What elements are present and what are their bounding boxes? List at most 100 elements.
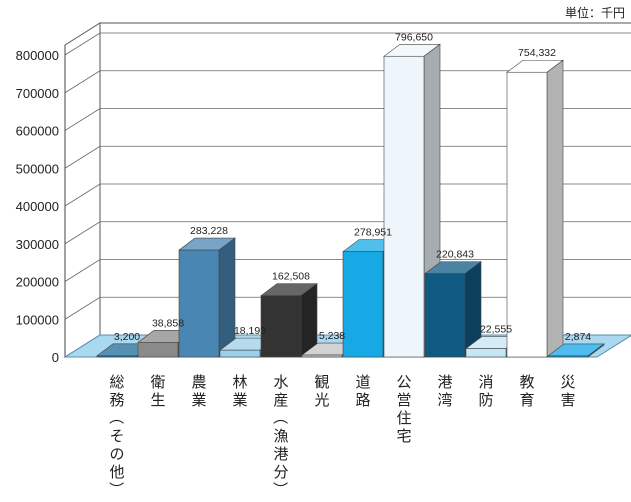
gridline xyxy=(64,70,631,94)
value-label: 796,650 xyxy=(395,31,433,43)
category-char: 営 xyxy=(396,392,411,409)
category-label: 港湾 xyxy=(437,374,452,409)
category-char: （ xyxy=(107,409,124,424)
category-char: （ xyxy=(271,409,288,424)
category-char: 業 xyxy=(191,392,206,409)
bar-front xyxy=(219,349,261,358)
value-label: 278,951 xyxy=(354,227,392,239)
bar xyxy=(424,261,482,358)
bar-front xyxy=(465,348,507,358)
bar-side xyxy=(546,59,564,358)
bar-front xyxy=(96,355,138,358)
value-label: 22,555 xyxy=(480,323,512,335)
category-label: 観光 xyxy=(314,374,329,409)
y-tick-label: 600000 xyxy=(16,124,59,139)
category-char: の xyxy=(109,446,124,463)
category-label: 水産（ 漁港分） xyxy=(271,374,289,497)
category-char: 業 xyxy=(232,392,247,409)
value-label: 283,228 xyxy=(190,225,228,237)
bars xyxy=(96,43,605,358)
category-char: 公 xyxy=(396,374,411,391)
category-char: 他 xyxy=(109,464,124,481)
gridline xyxy=(64,183,631,207)
value-label: 38,858 xyxy=(152,317,184,329)
category-char: 湾 xyxy=(437,392,452,409)
value-label: 220,843 xyxy=(436,249,474,261)
category-char: 光 xyxy=(314,392,329,409)
category-label: 災害 xyxy=(560,374,575,409)
category-char: そ xyxy=(109,428,124,445)
gridline xyxy=(64,259,631,282)
bar-front xyxy=(547,355,589,358)
value-label: 18,193 xyxy=(234,325,266,337)
category-char: 漁 xyxy=(273,428,288,445)
bar xyxy=(547,343,605,358)
category-char: 防 xyxy=(478,392,493,409)
y-tick-label: 100000 xyxy=(16,312,59,327)
category-char: 観 xyxy=(314,374,329,391)
y-tick-label: 300000 xyxy=(16,237,59,252)
category-label: 林業 xyxy=(232,374,247,409)
value-label: 2,874 xyxy=(565,331,591,343)
category-char: 林 xyxy=(232,374,247,391)
value-label: 162,508 xyxy=(272,271,310,283)
category-char: 総 xyxy=(109,374,124,391)
category-label: 教育 xyxy=(519,374,534,409)
category-char: 港 xyxy=(437,374,452,391)
bar-front xyxy=(506,71,548,358)
category-char: 港 xyxy=(273,446,288,463)
value-label: 3,200 xyxy=(114,331,140,343)
category-char: 分 xyxy=(273,464,288,481)
y-tick-label: 400000 xyxy=(16,199,59,214)
gridline xyxy=(64,32,631,56)
category-char: 産 xyxy=(273,392,288,409)
y-tick-label: 700000 xyxy=(16,86,59,101)
value-label: 754,332 xyxy=(518,47,556,59)
category-char: 教 xyxy=(519,374,534,391)
bar xyxy=(260,283,318,358)
gridline xyxy=(64,221,631,245)
bar xyxy=(506,59,564,358)
category-char: 消 xyxy=(478,374,493,391)
y-tick-label: 500000 xyxy=(16,161,59,176)
value-label: 5,238 xyxy=(319,330,345,342)
bar-front xyxy=(342,251,384,358)
bar xyxy=(178,237,236,358)
bar-side xyxy=(218,237,236,358)
bar-front xyxy=(178,249,220,358)
bar-front xyxy=(260,295,302,358)
category-char: 衛 xyxy=(150,374,165,391)
gridline xyxy=(64,108,631,131)
bar-front xyxy=(301,354,343,358)
side-wall xyxy=(64,22,101,358)
bar-front xyxy=(424,273,466,358)
category-char: 路 xyxy=(355,392,370,409)
bar-front xyxy=(383,55,425,358)
category-char: 災 xyxy=(560,374,575,391)
category-char: 生 xyxy=(150,392,165,409)
bar-front xyxy=(137,342,179,358)
y-tick-label: 800000 xyxy=(16,48,59,63)
y-tick-label: 0 xyxy=(52,350,59,365)
category-char: 育 xyxy=(519,392,534,409)
category-char: 宅 xyxy=(396,428,411,445)
category-char: ） xyxy=(271,481,288,496)
category-label: 道路 xyxy=(355,374,370,409)
y-tick-label: 200000 xyxy=(16,275,59,290)
category-char: 害 xyxy=(560,392,575,409)
category-char: 農 xyxy=(191,374,206,391)
category-label: 農業 xyxy=(191,374,206,409)
category-label: 消防 xyxy=(478,374,493,409)
category-label: 衛生 xyxy=(150,374,165,409)
category-char: 道 xyxy=(355,374,370,391)
category-char: 住 xyxy=(396,410,411,427)
unit-label: 単位：千円 xyxy=(564,6,625,20)
category-char: 水 xyxy=(273,374,288,391)
category-label: 総務（ その他） xyxy=(107,374,125,497)
category-char: 務 xyxy=(109,392,124,409)
gridline xyxy=(64,145,631,169)
category-char: ） xyxy=(107,481,124,496)
